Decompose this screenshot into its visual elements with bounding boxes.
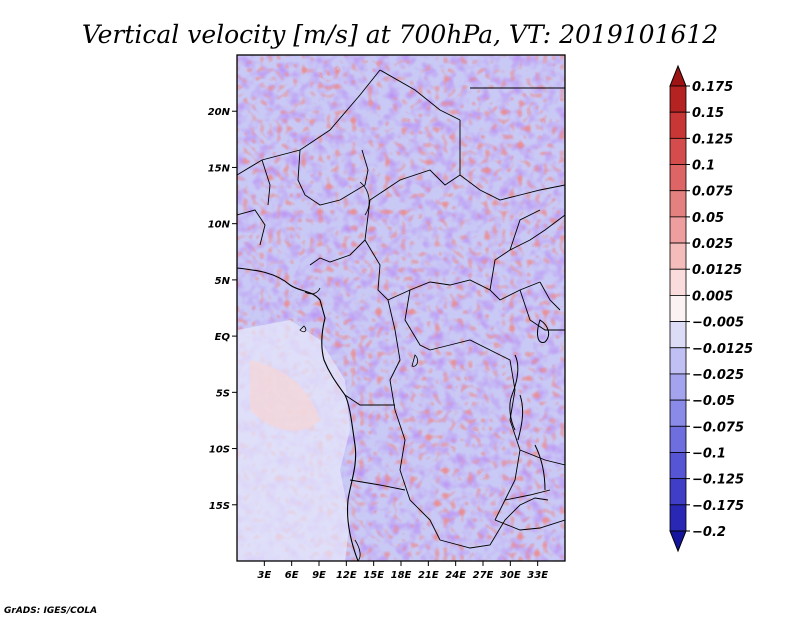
colorbar-label: 0.1 (692, 159, 715, 174)
colorbar-swatch (669, 111, 687, 139)
colorbar-swatch (669, 85, 687, 113)
map-panel: 20N 15N 10N 5N EQ 5S 10S 15S 3E 6E 9E 12E 15E 18E 21E… (208, 54, 566, 581)
lat-tick-label: 10N (208, 220, 231, 231)
colorbar-swatch (669, 268, 687, 296)
colorbar-swatch (669, 425, 687, 453)
colorbar-label: −0.075 (692, 420, 744, 435)
lat-tick-label: 15N (208, 163, 231, 174)
colorbar-label: 0.125 (692, 132, 733, 147)
lat-tick-label: EQ (215, 332, 231, 343)
lat-tick-label: 15S (209, 501, 230, 512)
lat-tick-label: 20N (208, 107, 231, 118)
colorbar-label: −0.005 (692, 316, 744, 331)
rivers (299, 181, 418, 561)
colorbar-swatch (669, 373, 687, 401)
colorbar-swatch (669, 504, 687, 532)
lon-tick-label: 24E (445, 570, 466, 581)
lon-tick-label: 30E (500, 570, 521, 581)
colorbar-label: −0.125 (692, 473, 744, 488)
colorbar-label: −0.025 (692, 368, 744, 383)
coastline (237, 267, 359, 561)
lon-tick-label: 6E (285, 570, 299, 581)
colorbar: 0.175 0.15 0.125 0.1 0.075 0.05 0.025 0.0125 0.0… (669, 64, 753, 553)
lon-tick-label: 21E (418, 570, 439, 581)
colorbar-swatch (669, 137, 687, 165)
colorbar-label: −0.0125 (692, 342, 753, 357)
colorbar-label: −0.2 (692, 525, 726, 540)
colorbar-bottom-arrow (669, 530, 687, 553)
chart-title: Vertical velocity [m/s] at 700hPa, VT: 2… (82, 20, 718, 49)
colorbar-label: 0.025 (692, 237, 733, 252)
lat-tick-label: 10S (209, 445, 230, 456)
lake-outlines (509, 319, 550, 491)
country-borders (237, 69, 565, 549)
colorbar-swatch (669, 164, 687, 192)
colorbar-swatch (669, 321, 687, 349)
colorbar-label: 0.05 (692, 211, 724, 226)
lat-tick-label: 5N (215, 276, 231, 287)
ocean-pinkish-band (250, 360, 320, 431)
colorbar-top-arrow (669, 64, 687, 87)
credit-label: GrADS: IGES/COLA (4, 606, 97, 616)
lon-tick-label: 12E (336, 570, 357, 581)
colorbar-label: 0.005 (692, 289, 733, 304)
colorbar-swatch (669, 216, 687, 244)
lon-tick-label: 9E (312, 570, 326, 581)
lon-tick-label: 18E (391, 570, 412, 581)
colorbar-label: 0.0125 (692, 263, 742, 278)
lon-tick-label: 3E (257, 570, 271, 581)
colorbar-swatch (669, 478, 687, 506)
colorbar-label: −0.175 (692, 499, 744, 514)
colorbar-label: −0.1 (692, 446, 726, 461)
colorbar-label: 0.075 (692, 185, 733, 200)
colorbar-label: 0.175 (692, 80, 733, 95)
longitude-axis: 3E 6E 9E 12E 15E 18E 21E 24E 27E 30E 33E (257, 561, 548, 581)
latitude-axis: 20N 15N 10N 5N EQ 5S 10S 15S (208, 107, 237, 512)
colorbar-swatch (669, 190, 687, 218)
colorbar-swatch (669, 347, 687, 375)
lat-tick-label: 5S (216, 388, 230, 399)
colorbar-swatch (669, 399, 687, 427)
colorbar-label: −0.05 (692, 394, 735, 409)
lon-tick-label: 15E (363, 570, 384, 581)
colorbar-swatch (669, 242, 687, 270)
lon-tick-label: 27E (473, 570, 494, 581)
colorbar-swatch (669, 295, 687, 322)
colorbar-label: 0.15 (692, 106, 724, 121)
colorbar-swatch (669, 452, 687, 480)
lon-tick-label: 33E (527, 570, 548, 581)
